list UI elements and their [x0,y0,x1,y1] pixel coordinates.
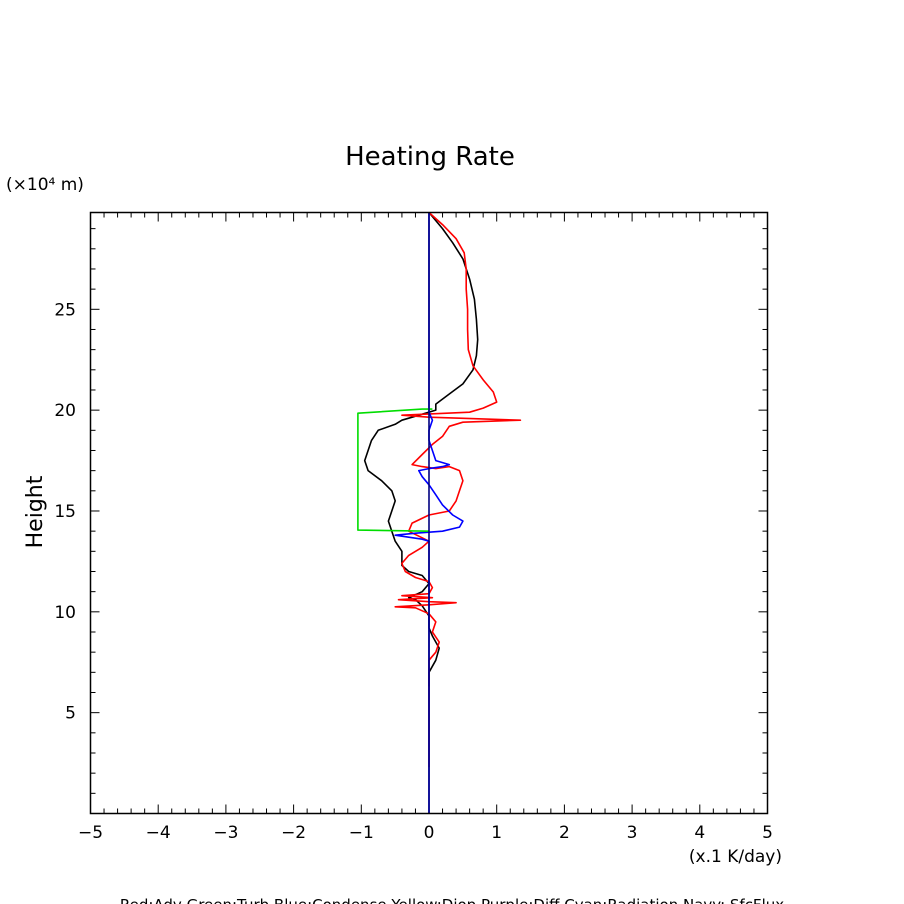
axis-ticks [90,212,768,814]
x-tick-label: −3 [213,823,238,843]
x-tick-label: 1 [491,823,502,843]
x-tick-label: 4 [694,823,705,843]
y-tick-label: 25 [54,300,76,320]
legend-text: Red:Adv Green:Turb Blue:Condense Yellow:… [120,896,784,904]
series-line-0 [363,211,479,687]
series-group [357,211,522,814]
x-tick-label: 3 [627,823,638,843]
x-unit-label: (x.1 K/day) [689,847,782,867]
y-axis-label: Height [23,475,48,548]
y-tick-label: 15 [54,502,76,522]
series-line-1 [394,211,522,768]
x-tick-label: −2 [281,823,306,843]
x-tick-label: 0 [424,823,435,843]
y-tick-label: 5 [65,704,76,724]
y-unit-label: (×10⁴ m) [6,175,84,195]
y-tick-label: 20 [54,401,76,421]
x-tick-label: −1 [349,823,374,843]
y-tick-label: 10 [54,603,76,623]
x-tick-label: 2 [559,823,570,843]
chart-title: Heating Rate [345,142,515,172]
x-tick-label: −4 [146,823,171,843]
series-line-3 [357,408,433,532]
x-tick-label: 5 [762,823,773,843]
plot-frame [89,211,769,815]
tick-labels: −5 −4 −3 −2 −1 0 1 2 3 4 5 5 10 15 20 25 [54,300,773,843]
x-tick-label: −5 [78,823,103,843]
